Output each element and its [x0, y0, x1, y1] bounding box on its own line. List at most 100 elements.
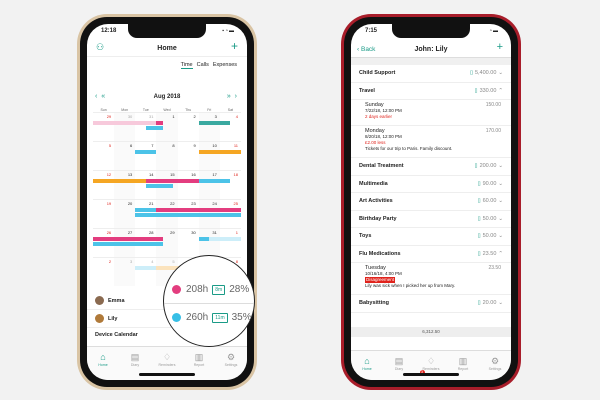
calendar-day[interactable]: 26	[106, 230, 112, 235]
category-row[interactable]: Babysitting ▯ 20.00 ⌄	[351, 295, 511, 313]
chevron-icon[interactable]: ⌄	[498, 198, 503, 205]
people-icon[interactable]: ⚇	[96, 42, 105, 52]
calendar-day[interactable]: 20	[114, 200, 136, 228]
tab-report[interactable]: ▥ Report	[447, 351, 479, 380]
calendar-day[interactable]: 2	[108, 259, 112, 264]
calendar-event[interactable]	[198, 237, 210, 241]
calendar-event[interactable]	[93, 179, 146, 183]
calendar-day[interactable]: 13	[114, 171, 136, 199]
calendar-day[interactable]: 17	[198, 171, 220, 199]
badge: 11m	[212, 312, 228, 323]
tab-report[interactable]: ▥ Report	[183, 347, 215, 380]
calendar-event[interactable]	[135, 150, 157, 154]
calendar-day[interactable]: 2	[193, 114, 196, 119]
tab-expenses[interactable]: Expenses	[212, 62, 237, 68]
calendar-week: 26 27 28 29 30 31 1	[93, 228, 241, 257]
calendar-day[interactable]: 25	[233, 201, 238, 206]
calendar-event[interactable]	[156, 121, 163, 125]
calendar-day[interactable]: 4	[151, 259, 154, 264]
calendar-day[interactable]: 31	[148, 114, 154, 119]
chevron-icon[interactable]: ⌄	[498, 233, 503, 240]
back-button[interactable]: ‹ Back	[357, 46, 376, 53]
calendar-event[interactable]	[93, 242, 163, 246]
calendar-day[interactable]: 28	[148, 230, 154, 235]
calendar-day[interactable]: 12	[106, 172, 112, 177]
prev-month-button[interactable]: ‹ «	[95, 93, 106, 100]
calendar-day[interactable]: 31	[198, 229, 220, 257]
amount-value: 200.00	[479, 163, 497, 170]
tab-diary[interactable]: ▤ Diary	[383, 351, 415, 380]
calendar-event[interactable]	[93, 237, 163, 241]
tab-home[interactable]: ⌂ Home	[87, 347, 119, 380]
calendar-event[interactable]	[145, 126, 163, 130]
tab-time[interactable]: Time	[180, 62, 193, 69]
tab-reminders[interactable]: ♢ 3 Reminders	[415, 351, 447, 380]
amount-value: 20.00	[482, 300, 497, 307]
calendar-day[interactable]: 3	[198, 113, 220, 141]
calendar-day[interactable]: 30	[191, 230, 196, 235]
tab-reminders[interactable]: ♢ Reminders	[151, 347, 183, 380]
expense-entry[interactable]: Tuesday 10/16/18, 4:00 PM Disagreement Lily…	[351, 263, 511, 295]
category-row[interactable]: Dental Treatment ▯ 200.00 ⌄	[351, 158, 511, 176]
category-row[interactable]: Travel ▯ 330.00 ⌃	[351, 83, 511, 100]
calendar-day[interactable]: 16	[191, 172, 196, 177]
calendar-day[interactable]: 5	[108, 143, 112, 148]
calendar-event[interactable]	[93, 121, 157, 125]
calendar-event[interactable]	[145, 179, 199, 183]
calendar-event[interactable]	[145, 184, 174, 188]
device-calendar-row[interactable]: Device Calendar	[87, 328, 247, 342]
expense-entry[interactable]: Sunday 7/22/18, 12:00 PM 2 days earlier 150…	[351, 100, 511, 126]
calendar-event[interactable]	[156, 208, 241, 212]
category-row[interactable]: Multimedia ▯ 90.00 ⌄	[351, 176, 511, 193]
calendar-event[interactable]	[135, 213, 241, 217]
calendar-day[interactable]: 9	[193, 143, 196, 148]
calendar-day[interactable]: 30	[114, 113, 136, 141]
tab-settings[interactable]: ⚙ Settings	[215, 347, 247, 380]
calendar-day[interactable]: 4	[235, 114, 238, 119]
calendar-day[interactable]: 6	[114, 142, 136, 170]
calendar-day[interactable]: 29	[106, 114, 112, 119]
calendar-day[interactable]: 7	[151, 143, 154, 148]
chevron-icon[interactable]: ⌄	[498, 215, 503, 222]
calendar-event[interactable]	[209, 237, 241, 241]
calendar-day[interactable]: 8	[156, 142, 178, 170]
category-row[interactable]: Flu Medications ▯ 23.50 ⌃	[351, 246, 511, 263]
category-row[interactable]: Birthday Party ▯ 50.00 ⌄	[351, 211, 511, 228]
category-row[interactable]: Toys ▯ 50.00 ⌄	[351, 228, 511, 246]
person-row-lily[interactable]: Lily	[87, 310, 247, 328]
calendar-day[interactable]: 1	[156, 113, 178, 141]
calendar-day[interactable]: 18	[233, 172, 238, 177]
calendar-event[interactable]	[135, 208, 157, 212]
chevron-icon[interactable]: ⌃	[498, 250, 503, 257]
calendar-day[interactable]: 14	[148, 172, 154, 177]
add-button[interactable]: +	[496, 41, 503, 53]
calendar-event[interactable]	[198, 179, 231, 183]
entry-amount: 170.00	[485, 128, 501, 134]
tab-settings[interactable]: ⚙ Settings	[479, 351, 511, 380]
expense-entry[interactable]: Monday 8/20/18, 12:00 PM £2.00 less Tickets…	[351, 126, 511, 158]
calendar-day[interactable]: 10	[198, 142, 220, 170]
chevron-icon[interactable]: ⌄	[498, 300, 503, 307]
chevron-icon[interactable]: ⌄	[498, 180, 503, 187]
category-row[interactable]: Child Support ▯ 5,400.00 ⌄	[351, 65, 511, 83]
add-button[interactable]: +	[230, 39, 238, 53]
calendar-event[interactable]	[198, 150, 241, 154]
next-month-button[interactable]: » ›	[226, 93, 237, 100]
calendar-day[interactable]: 29	[156, 229, 178, 257]
calendar-day[interactable]: 3	[114, 258, 136, 286]
tab-calls[interactable]: Calls	[196, 62, 209, 68]
chevron-icon[interactable]: ⌄	[498, 70, 503, 77]
chevron-icon[interactable]: ⌄	[498, 163, 503, 170]
calendar-day[interactable]: 8	[235, 259, 238, 264]
chevron-icon[interactable]: ⌃	[498, 87, 503, 94]
calendar-day[interactable]: 23	[191, 201, 196, 206]
tab-home[interactable]: ⌂ Home	[351, 351, 383, 380]
calendar-day[interactable]: 21	[148, 201, 154, 206]
category-row[interactable]: Art Activities ▯ 60.00 ⌄	[351, 193, 511, 211]
calendar-day[interactable]: 11	[233, 143, 238, 148]
calendar-day[interactable]: 1	[235, 230, 238, 235]
calendar-day[interactable]: 19	[106, 201, 112, 206]
calendar-event[interactable]	[135, 266, 157, 270]
calendar-event[interactable]	[198, 121, 231, 125]
tab-diary[interactable]: ▤ Diary	[119, 347, 151, 380]
